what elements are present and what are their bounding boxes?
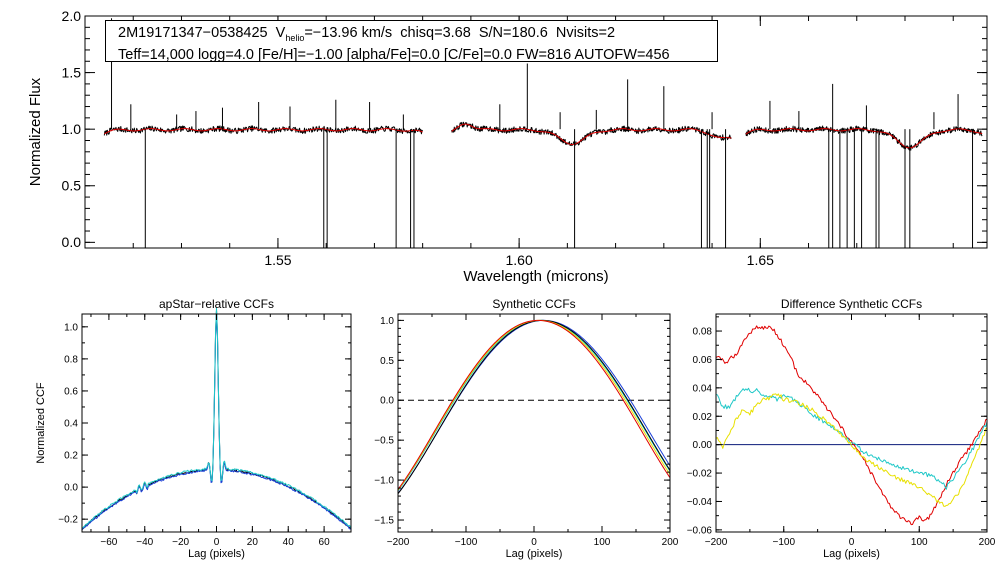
apstar-ccf-ytick-label-4: 0.6	[64, 386, 78, 397]
synthetic-ccf-ytick-label-2: −0.5	[374, 436, 394, 447]
spectrum-ytick-label-0: 0.0	[62, 234, 82, 250]
synthetic-ccf-line-2	[397, 319, 671, 492]
apstar-ccf-xtick-label-2: −20	[172, 537, 189, 548]
difference-ccf-title: Difference Synthetic CCFs	[781, 297, 922, 311]
apstar-ccf-ytick-label-5: 0.8	[64, 354, 78, 365]
apstar-ccf-xtick-label-5: 40	[283, 537, 295, 548]
info-line-1: 2M19171347−0538425 Vhelio=−13.96 km/s ch…	[118, 25, 717, 47]
difference-ccf-ytick-label-0: −0.06	[687, 525, 713, 536]
difference-ccf-chart: −200 −100 0 100 200 −0.06 −0.04 −0.02 0.00 0.02 0.…	[687, 297, 996, 560]
difference-ccf-xlabel: Lag (pixels)	[823, 548, 880, 560]
difference-ccf-frame	[715, 313, 988, 533]
difference-ccf-ytick-label-3: 0.00	[693, 440, 713, 451]
synthetic-ccf-xtick-label-4: 200	[662, 537, 679, 548]
synthetic-ccf-line-4	[397, 319, 671, 490]
apstar-ccf-line-0	[81, 309, 352, 530]
spectrum-ytick-label-4: 2.0	[62, 8, 82, 24]
apstar-ccf-ytick-label-0: −0.2	[58, 515, 78, 526]
object-id: 2M19171347−0538425	[118, 25, 268, 41]
apstar-ccf-xtick-label-6: 60	[319, 537, 331, 548]
synthetic-ccf-line-3	[397, 319, 671, 491]
synthetic-ccf-title: Synthetic CCFs	[492, 297, 575, 311]
synthetic-ccf-xtick-label-3: 100	[594, 537, 611, 548]
spectrum-chart: 1.55 1.60 1.65 0.0 0.5 1.0 1.5 2.0 Wavelength (m…	[27, 8, 988, 285]
spectrum-info-box: 2M19171347−0538425 Vhelio=−13.96 km/s ch…	[105, 20, 718, 63]
chisq-value: chisq=3.68	[400, 25, 471, 41]
synthetic-ccf-ytick-label-3: 0.0	[380, 396, 394, 407]
apstar-ccf-xtick-label-1: −40	[136, 537, 153, 548]
spectrum-xlabel: Wavelength (microns)	[463, 268, 608, 285]
difference-ccf-xtick-label-1: −100	[772, 537, 795, 548]
apstar-ccf-xlabel: Lag (pixels)	[188, 548, 245, 560]
difference-ccf-ytick-label-6: 0.06	[693, 355, 713, 366]
synthetic-ccf-xtick-label-1: −100	[455, 537, 478, 548]
spectrum-ytick-label-2: 1.0	[62, 121, 82, 137]
apstar-ccf-xtick-label-0: −60	[100, 537, 117, 548]
synthetic-ccf-xlabel: Lag (pixels)	[506, 548, 563, 560]
difference-ccf-line-3	[715, 393, 988, 507]
spectrum-frame	[84, 15, 988, 249]
synthetic-ccf-chart: −200 −100 0 100 200 −1.5 −1.0 −0.5 0.0 0.5 1.0 Synt…	[374, 297, 679, 560]
synthetic-ccf-ytick-label-0: −1.5	[374, 516, 394, 527]
spectrum-ytick-label-3: 1.5	[62, 64, 82, 80]
difference-ccf-xtick-label-2: 0	[849, 537, 855, 548]
apstar-ccf-ytick-label-2: 0.2	[64, 451, 78, 462]
vhelio-value: =−13.96 km/s	[304, 25, 393, 41]
difference-ccf-line-2	[715, 387, 988, 490]
info-line-2: Teff=14,000 logg=4.0 [Fe/H]=−1.00 [alpha…	[118, 46, 670, 63]
spectrum-model-chip-red	[745, 128, 983, 149]
difference-ccf-ytick-label-7: 0.08	[693, 327, 713, 338]
apstar-ccf-chart: −60 −40 −20 0 20 40 60 −0.2 0.0 0.2 0.4 0.6 0.8 1.0 ap…	[35, 297, 352, 560]
difference-ccf-line-1	[715, 325, 988, 526]
apstar-ccf-xtick-label-3: 0	[214, 537, 220, 548]
synthetic-ccf-ytick-label-1: −1.0	[374, 476, 394, 487]
nvisits-value: Nvisits=2	[555, 25, 616, 41]
synthetic-ccf-ytick-label-4: 0.5	[380, 356, 394, 367]
difference-ccf-ytick-label-1: −0.04	[687, 497, 713, 508]
apstar-ccf-ytick-label-1: 0.0	[64, 483, 78, 494]
difference-ccf-ytick-label-5: 0.04	[693, 383, 713, 394]
vhelio-label: V	[275, 25, 286, 41]
difference-ccf-ytick-label-4: 0.02	[693, 412, 713, 423]
snr-value: S/N=180.6	[478, 25, 548, 41]
spectrum-plot-area	[103, 18, 983, 248]
apstar-ccf-ylabel: Normalized CCF	[35, 382, 47, 464]
difference-ccf-xtick-label-0: −200	[705, 537, 728, 548]
spectrum-xtick-label-2: 1.65	[747, 252, 774, 268]
synthetic-ccf-ytick-label-5: 1.0	[380, 316, 394, 327]
apstar-ccf-xtick-label-4: 20	[247, 537, 259, 548]
apstar-ccf-ytick-label-3: 0.4	[64, 419, 78, 430]
vhelio-subscript: helio	[285, 32, 305, 43]
spectrum-model-chip-green	[451, 123, 732, 145]
apstar-ccf-ytick-label-6: 1.0	[64, 322, 78, 333]
difference-ccf-ytick-label-2: −0.02	[687, 469, 713, 480]
spectrum-ylabel: Normalized Flux	[27, 77, 44, 186]
spectrum-xtick-label-0: 1.55	[264, 252, 291, 268]
synthetic-ccf-xtick-label-2: 0	[531, 537, 537, 548]
apstar-ccf-title: apStar−relative CCFs	[159, 297, 274, 311]
difference-ccf-xtick-label-4: 200	[979, 537, 996, 548]
spectrum-ytick-label-1: 0.5	[62, 178, 82, 194]
difference-ccf-xtick-label-3: 100	[911, 537, 928, 548]
apstar-ccf-line-2	[81, 307, 352, 529]
synthetic-ccf-xtick-label-0: −200	[387, 537, 410, 548]
spectrum-model-chip-blue	[104, 128, 423, 135]
spectrum-xtick-label-1: 1.60	[505, 252, 532, 268]
